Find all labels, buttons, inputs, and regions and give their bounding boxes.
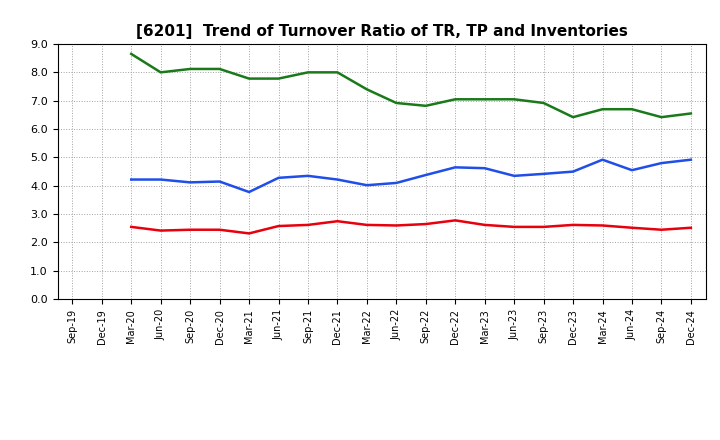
Trade Payables [392, 180, 400, 186]
Trade Receivables [687, 225, 696, 231]
Trade Receivables [598, 223, 607, 228]
Inventories [657, 114, 666, 120]
Inventories [539, 100, 548, 106]
Trade Receivables [480, 222, 489, 227]
Trade Payables [156, 177, 165, 182]
Trade Receivables [392, 223, 400, 228]
Inventories [480, 97, 489, 102]
Inventories [392, 100, 400, 106]
Trade Receivables [333, 219, 342, 224]
Inventories [628, 106, 636, 112]
Trade Payables [245, 189, 253, 194]
Inventories [510, 97, 518, 102]
Trade Receivables [510, 224, 518, 230]
Trade Payables [480, 165, 489, 171]
Inventories [245, 76, 253, 81]
Trade Payables [333, 177, 342, 182]
Trade Payables [687, 157, 696, 162]
Trade Receivables [304, 222, 312, 227]
Trade Payables [304, 173, 312, 179]
Trade Payables [274, 175, 283, 180]
Trade Payables [215, 179, 224, 184]
Inventories [186, 66, 194, 72]
Trade Receivables [628, 225, 636, 231]
Line: Inventories: Inventories [131, 54, 691, 117]
Inventories [156, 70, 165, 75]
Line: Trade Payables: Trade Payables [131, 160, 691, 192]
Trade Payables [510, 173, 518, 179]
Title: [6201]  Trend of Turnover Ratio of TR, TP and Inventories: [6201] Trend of Turnover Ratio of TR, TP… [135, 24, 628, 39]
Trade Receivables [421, 221, 430, 227]
Inventories [598, 106, 607, 112]
Trade Payables [628, 168, 636, 173]
Trade Payables [127, 177, 135, 182]
Inventories [274, 76, 283, 81]
Trade Receivables [245, 231, 253, 236]
Inventories [451, 97, 459, 102]
Trade Receivables [156, 228, 165, 233]
Trade Receivables [363, 222, 372, 227]
Trade Receivables [539, 224, 548, 230]
Line: Trade Receivables: Trade Receivables [131, 220, 691, 233]
Inventories [127, 51, 135, 57]
Trade Receivables [215, 227, 224, 232]
Inventories [215, 66, 224, 72]
Inventories [333, 70, 342, 75]
Trade Payables [598, 157, 607, 162]
Trade Receivables [127, 224, 135, 230]
Trade Receivables [274, 224, 283, 229]
Trade Payables [186, 180, 194, 185]
Trade Payables [363, 183, 372, 188]
Trade Payables [569, 169, 577, 174]
Trade Receivables [186, 227, 194, 232]
Trade Payables [657, 161, 666, 166]
Trade Payables [539, 171, 548, 176]
Inventories [569, 114, 577, 120]
Trade Receivables [451, 218, 459, 223]
Inventories [304, 70, 312, 75]
Inventories [363, 87, 372, 92]
Inventories [421, 103, 430, 108]
Trade Payables [451, 165, 459, 170]
Inventories [687, 111, 696, 116]
Trade Receivables [657, 227, 666, 232]
Trade Receivables [569, 222, 577, 227]
Trade Payables [421, 172, 430, 178]
